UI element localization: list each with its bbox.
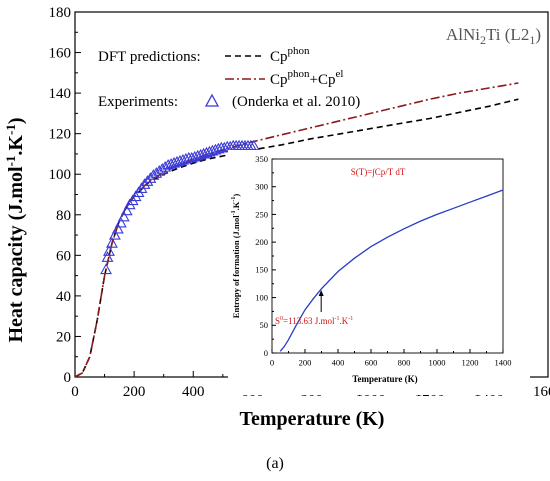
inset-x-tick-label: 800 <box>398 358 411 368</box>
main-y-axis-label: Heat capacity (J.mol-1.K-1) <box>3 118 27 343</box>
inset-y-tick-label: 50 <box>260 320 269 330</box>
experiment-marker <box>111 222 124 234</box>
subfigure-label: (a) <box>266 455 284 472</box>
experiment-marker <box>144 172 157 183</box>
inset-x-tick-label: 200 <box>299 358 312 368</box>
inset-annotation: S0=113.63 J.mol-1.K-1 <box>275 316 353 326</box>
main-chart-title: AlNi2Ti (L21) <box>446 25 541 47</box>
legend-exp-marker <box>204 93 220 107</box>
inset-background <box>228 150 530 395</box>
main-y-tick-label: 60 <box>56 248 71 264</box>
entropy-curve <box>279 189 504 352</box>
main-y-tick-label: 160 <box>49 46 72 62</box>
legend-exp-label: Experiments: <box>98 94 178 110</box>
inset-y-tick-label: 350 <box>255 154 268 164</box>
inset-x-axis-label: Temperature (K) <box>352 374 417 384</box>
legend-dft-label: DFT predictions: <box>98 49 201 65</box>
inset-x-tick-label: 1000 <box>429 358 446 368</box>
legend-cp-phon-text: Cpphon <box>270 45 310 65</box>
main-x-tick-label: 0 <box>71 384 79 400</box>
inset-x-tick-label: 1200 <box>462 358 479 368</box>
experiment-marker <box>120 204 133 216</box>
main-y-tick-label: 180 <box>49 5 72 21</box>
experiment-marker <box>247 139 260 151</box>
main-x-axis-label: Temperature (K) <box>240 408 385 430</box>
experiment-marker <box>106 237 118 248</box>
experiment-marker <box>108 228 121 240</box>
inset-y-axis-label: Entropy of formation (J.mol-1.K-1) <box>231 194 241 319</box>
inset-x-tick-label: 1400 <box>495 358 512 368</box>
inset-axes: 0 200 400 600 800 1000 1200 1400 0 50 100 150 200 250… <box>255 154 511 368</box>
inset-y-tick-label: 100 <box>255 292 268 302</box>
inset-y-tick-label: 200 <box>255 237 268 247</box>
main-y-tick-label: 140 <box>49 86 72 102</box>
experiment-marker <box>141 175 154 186</box>
legend-cp-sum-text: Cpphon+Cpel <box>270 68 343 88</box>
experiment-marker <box>159 160 172 172</box>
main-series <box>74 82 519 378</box>
main-y-tick-label: 40 <box>56 289 71 305</box>
main-x-tick-label: 200 <box>123 384 146 400</box>
annotation-arrowhead <box>318 290 324 297</box>
cp-phon-el-line <box>74 82 519 378</box>
legend-exp-ref: (Onderka et al. 2010) <box>232 94 360 110</box>
main-y-tick-label: 80 <box>56 208 71 224</box>
inset-x-tick-label: 0 <box>270 358 274 368</box>
experiment-marker <box>114 216 127 228</box>
inset-y-tick-label: 0 <box>264 348 268 358</box>
experiment-marker <box>138 178 151 189</box>
inset-chart: 0 200 400 600 800 1000 1200 1400 0 50 100 150 200 250… <box>228 150 530 395</box>
main-x-tick-label: 400 <box>182 384 205 400</box>
inset-x-tick-label: 400 <box>332 358 345 368</box>
inset-y-tick-label: 150 <box>255 265 268 275</box>
experiment-marker <box>100 263 112 275</box>
inset-series <box>279 189 504 352</box>
inset-y-tick-label: 250 <box>255 209 268 219</box>
experiment-marker <box>117 210 130 222</box>
main-y-tick-label: 100 <box>49 167 72 183</box>
inset-x-tick-label: 600 <box>365 358 378 368</box>
cp-phon-line <box>74 98 519 378</box>
experiment-marker <box>101 251 114 262</box>
main-y-tick-label: 120 <box>49 127 72 143</box>
experiment-marker <box>103 245 115 256</box>
main-x-tick-label: 1600 <box>533 384 550 400</box>
legend: DFT predictions: Cpphon Cpphon+Cpel Expe… <box>98 45 360 110</box>
inset-title: S(T)=∫Cp/T dT <box>351 167 406 178</box>
inset-y-tick-label: 300 <box>255 182 268 192</box>
main-y-tick-label: 20 <box>56 329 71 345</box>
main-y-tick-label: 0 <box>64 370 72 386</box>
